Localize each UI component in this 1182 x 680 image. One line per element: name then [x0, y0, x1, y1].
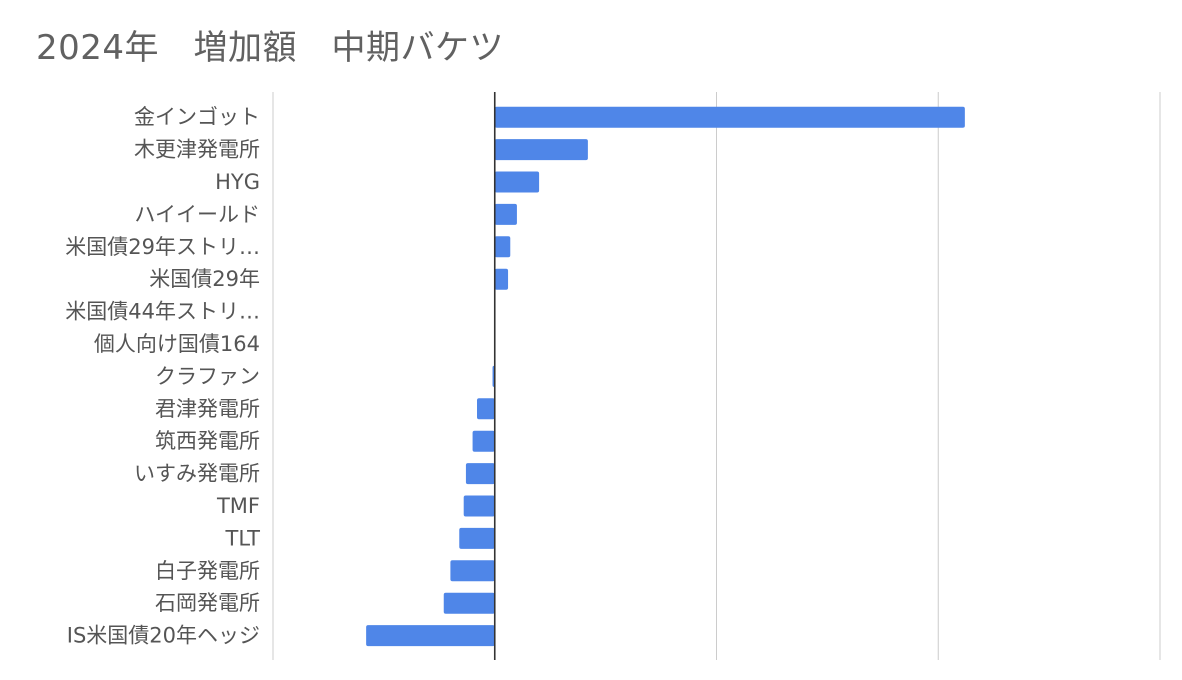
category-label: いすみ発電所 — [134, 462, 260, 486]
bar — [450, 560, 495, 582]
bar — [494, 268, 509, 290]
category-label: 米国債29年 — [149, 267, 260, 291]
bar — [494, 203, 517, 225]
category-label: HYG — [215, 170, 260, 194]
bar — [443, 592, 495, 614]
category-label: 君津発電所 — [155, 397, 260, 421]
category-label: 金インゴット — [134, 105, 260, 129]
category-label: 石岡発電所 — [155, 591, 260, 615]
bar — [472, 430, 495, 452]
bar — [494, 171, 540, 193]
bar — [366, 625, 495, 647]
bars — [366, 106, 965, 647]
bar — [494, 106, 965, 128]
category-label: TLT — [225, 526, 261, 550]
bar — [463, 495, 495, 517]
category-label: TMF — [216, 494, 260, 518]
grid-lines — [272, 92, 1161, 660]
category-label: 白子発電所 — [155, 559, 260, 583]
category-label: 個人向け国債164 — [94, 332, 260, 356]
category-label: 米国債29年ストリ… — [65, 235, 260, 259]
category-label: ハイイールド — [134, 202, 260, 226]
category-label: クラファン — [155, 364, 260, 388]
bar — [494, 236, 511, 258]
category-label: IS米国債20年ヘッジ — [67, 624, 260, 648]
category-label: 米国債44年ストリ… — [65, 300, 260, 324]
category-label: 木更津発電所 — [134, 138, 260, 162]
bar — [477, 398, 495, 420]
category-label: 筑西発電所 — [155, 429, 260, 453]
bar — [494, 139, 588, 161]
bar — [459, 527, 495, 549]
bar — [465, 463, 495, 485]
chart-title: 2024年 増加額 中期バケツ — [36, 28, 505, 68]
